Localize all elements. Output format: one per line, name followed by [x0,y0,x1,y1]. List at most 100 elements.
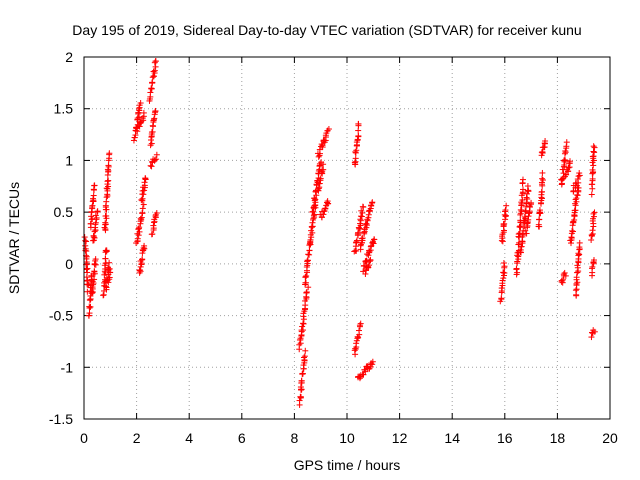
data-point [559,279,566,286]
data-point [573,292,580,299]
data-point [365,252,372,259]
data-point [574,182,581,189]
data-point [570,187,577,194]
data-point [502,212,509,219]
data-point [369,199,376,206]
data-point [130,137,137,144]
data-point [320,166,327,173]
data-point [317,175,324,182]
y-tick-label: 1.5 [54,101,74,117]
data-point [367,247,374,254]
data-point [502,207,509,214]
data-point [92,221,99,228]
data-point [308,234,315,241]
data-point [300,316,307,323]
data-point [136,224,143,231]
data-point [300,327,307,334]
y-tick-label: 2 [65,49,73,65]
data-point [526,204,533,211]
data-point [102,213,109,220]
data-point [537,199,544,206]
data-point [513,271,520,278]
data-point [499,238,506,245]
data-point [91,182,98,189]
data-point [498,295,505,302]
data-point [302,274,309,281]
data-point [572,287,579,294]
grid-lines [84,57,610,419]
data-point [540,177,547,184]
data-point [361,262,368,269]
data-point [89,204,96,211]
data-point [501,220,508,227]
data-point [588,191,595,198]
data-point [306,242,313,249]
data-point [90,195,97,202]
data-point [102,283,109,290]
chart-title: Day 195 of 2019, Sidereal Day-to-day VTE… [72,22,581,38]
data-point [298,393,305,400]
data-point [568,240,575,247]
data-point [362,270,369,277]
data-point [351,159,358,166]
data-point [152,58,159,65]
data-point [102,255,109,262]
data-point [575,173,582,180]
data-point [359,209,366,216]
x-tick-label: 20 [602,430,618,446]
data-point [102,219,109,226]
data-point [354,136,361,143]
data-point [573,195,580,202]
data-point [151,59,158,66]
data-point [525,213,532,220]
data-point [90,192,97,199]
data-point [89,290,96,297]
data-point [539,169,546,176]
data-point [357,216,364,223]
data-point [308,224,315,231]
data-point [141,179,148,186]
data-point [303,289,310,296]
data-point [106,265,113,272]
data-point [589,177,596,184]
data-point [575,250,582,257]
data-point [141,242,148,249]
x-tick-label: 0 [80,430,88,446]
data-point [352,149,359,156]
axis-ticks [83,56,611,420]
x-tick-label: 2 [133,430,141,446]
data-point [150,116,157,123]
data-point [520,186,527,193]
data-point [354,232,361,239]
data-point [299,320,306,327]
data-point [82,237,89,244]
data-point [301,353,308,360]
data-point [131,134,138,141]
data-point [92,256,99,263]
data-point [86,310,93,317]
data-point [500,269,507,276]
data-point [149,128,156,135]
data-point [590,162,597,169]
data-point [358,213,365,220]
data-point [318,141,325,148]
data-point [315,153,322,160]
data-point [151,67,158,74]
data-point [153,156,160,163]
data-point [136,266,143,273]
data-point [524,195,531,202]
data-point [302,347,309,354]
data-point [147,162,154,169]
data-point [563,139,570,146]
data-point [366,258,373,265]
data-point [519,176,526,183]
data-point [568,234,575,241]
data-point [300,354,307,361]
data-point [322,205,329,212]
data-point [362,368,369,375]
data-point [353,340,360,347]
data-point [589,166,596,173]
data-point [91,268,98,275]
data-point [304,262,311,269]
data-point [589,227,596,234]
